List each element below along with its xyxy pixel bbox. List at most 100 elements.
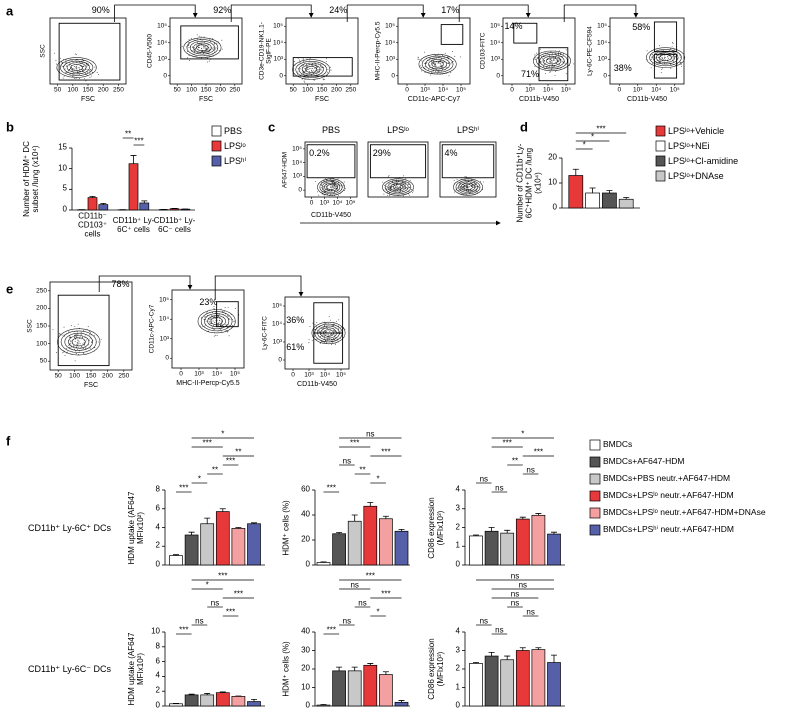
event-dot: [436, 54, 438, 56]
event-dot: [78, 340, 80, 342]
significance-label: ns: [518, 580, 528, 590]
event-dot: [426, 62, 428, 63]
event-dot: [421, 67, 422, 68]
bar: [139, 202, 150, 211]
y-axis-title: HDM⁺ cells (%): [281, 499, 291, 556]
bar: [316, 562, 331, 566]
event-dot: [310, 68, 312, 69]
event-dot: [229, 318, 231, 320]
event-dot: [396, 187, 398, 189]
event-dot: [316, 338, 318, 340]
event-dot: [74, 66, 76, 67]
event-dot: [664, 62, 665, 64]
event-dot: [65, 59, 67, 61]
event-dot: [321, 181, 323, 183]
gate-percentage: 61%: [286, 342, 305, 353]
flow-x-tick-label: 10⁴: [319, 371, 331, 379]
event-dot: [234, 308, 236, 310]
event-dot: [221, 48, 223, 50]
event-dot: [441, 55, 443, 56]
event-dot: [325, 334, 327, 336]
y-tick-label: 20: [301, 534, 310, 544]
event-dot: [76, 341, 78, 343]
event-dot: [651, 55, 653, 57]
y-axis-title: Number of CD11b⁺Ly-6C⁺HDM⁺ DC /lung (x10…: [515, 143, 543, 223]
flow-y-axis-title: CD3e-CD19-NK1.1-SiglF-PE: [258, 22, 273, 80]
event-dot: [401, 182, 403, 184]
event-dot: [332, 325, 334, 327]
event-dot: [383, 193, 385, 195]
significance-label: *: [205, 580, 209, 590]
event-dot: [457, 187, 458, 189]
event-dot: [315, 338, 317, 340]
event-dot: [314, 329, 316, 331]
event-dot: [564, 62, 566, 64]
gate-percentage: 90%: [91, 5, 110, 16]
event-dot: [76, 347, 78, 348]
event-dot: [544, 73, 546, 74]
event-dot: [659, 45, 661, 47]
event-dot: [319, 336, 321, 337]
event-dot: [333, 323, 335, 325]
event-dot: [188, 38, 190, 40]
event-dot: [304, 81, 306, 83]
event-dot: [536, 52, 538, 54]
y-tick-label: 0: [455, 559, 460, 569]
event-dot: [674, 64, 676, 66]
event-dot: [337, 331, 339, 333]
event-dot: [665, 59, 667, 61]
event-dot: [100, 339, 102, 340]
event-dot: [556, 60, 558, 62]
event-dot: [533, 58, 535, 60]
density-contour: [295, 60, 327, 78]
event-dot: [439, 60, 441, 62]
significance-label: ***: [179, 483, 189, 493]
event-dot: [664, 55, 666, 57]
event-dot: [56, 63, 57, 65]
legend-label: PBS: [224, 125, 243, 136]
event-dot: [318, 70, 320, 72]
event-dot: [549, 71, 551, 72]
bar: [379, 674, 393, 707]
bar: [363, 664, 378, 707]
flow-x-tick-label: 0: [510, 86, 514, 94]
event-dot: [322, 330, 324, 332]
density-contour: [455, 179, 481, 195]
event-dot: [74, 68, 76, 70]
bar: [215, 511, 230, 566]
error-bar: [398, 700, 405, 703]
event-dot: [657, 57, 659, 59]
significance-label: *: [221, 429, 225, 439]
flow-plot-frame: [285, 17, 359, 85]
event-dot: [78, 67, 80, 69]
event-dot: [411, 189, 413, 191]
event-dot: [466, 185, 467, 186]
bar: [547, 533, 561, 566]
event-dot: [87, 71, 89, 73]
event-dot: [214, 334, 216, 336]
event-dot: [470, 186, 472, 187]
event-dot: [204, 319, 206, 320]
event-dot: [315, 70, 317, 72]
event-dot: [217, 323, 219, 324]
event-dot: [66, 351, 68, 353]
legend-label: BMDCs+LPSˡᵒ neutr.+AF647-HDM: [603, 490, 734, 501]
y-tick-label: 40: [301, 509, 310, 519]
event-dot: [197, 41, 199, 43]
event-dot: [204, 46, 206, 47]
event-dot: [389, 185, 391, 187]
error-bar: [473, 534, 479, 536]
bar: [169, 703, 183, 707]
event-dot: [302, 58, 304, 60]
event-dot: [409, 186, 411, 188]
event-dot: [651, 57, 653, 59]
event-dot: [325, 322, 327, 324]
flow-y-tick-label: 10⁵: [292, 145, 302, 153]
legend-swatch: [211, 140, 222, 152]
event-dot: [89, 331, 91, 333]
event-dot: [459, 188, 461, 190]
event-dot: [680, 56, 682, 58]
event-dot: [551, 67, 553, 69]
event-dot: [305, 64, 307, 66]
event-dot: [319, 66, 321, 68]
